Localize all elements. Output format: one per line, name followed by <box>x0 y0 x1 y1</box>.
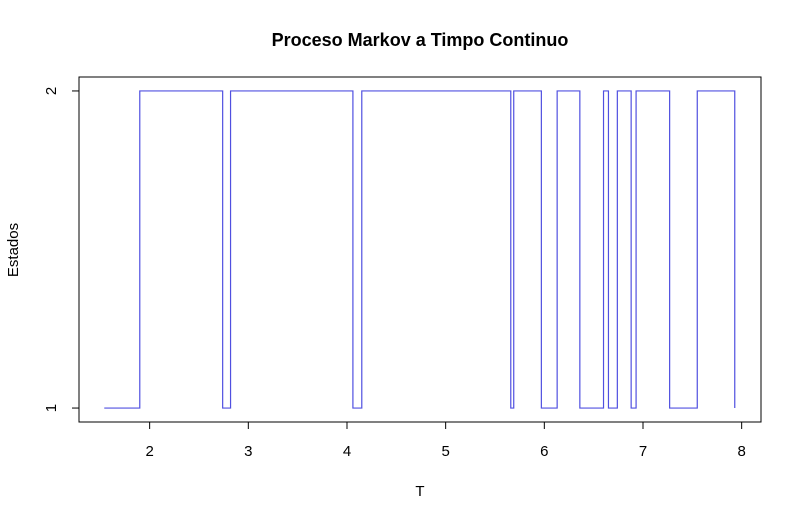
chart-title: Proceso Markov a Timpo Continuo <box>272 30 569 50</box>
y-tick-label: 2 <box>43 87 60 95</box>
line <box>104 90 736 409</box>
x-axis-label: T <box>415 483 424 500</box>
x-tick-label: 4 <box>343 443 351 460</box>
x-tick-label: 6 <box>540 443 548 460</box>
plot-box <box>78 76 762 423</box>
x-tick-label: 2 <box>145 443 153 460</box>
x-tick-label: 3 <box>244 443 252 460</box>
x-tick-label: 5 <box>441 443 449 460</box>
x-tick-label: 7 <box>639 443 647 460</box>
y-axis-label: Estados <box>5 223 22 277</box>
x-tick-label: 8 <box>737 443 745 460</box>
y-tick-label: 1 <box>43 404 60 412</box>
